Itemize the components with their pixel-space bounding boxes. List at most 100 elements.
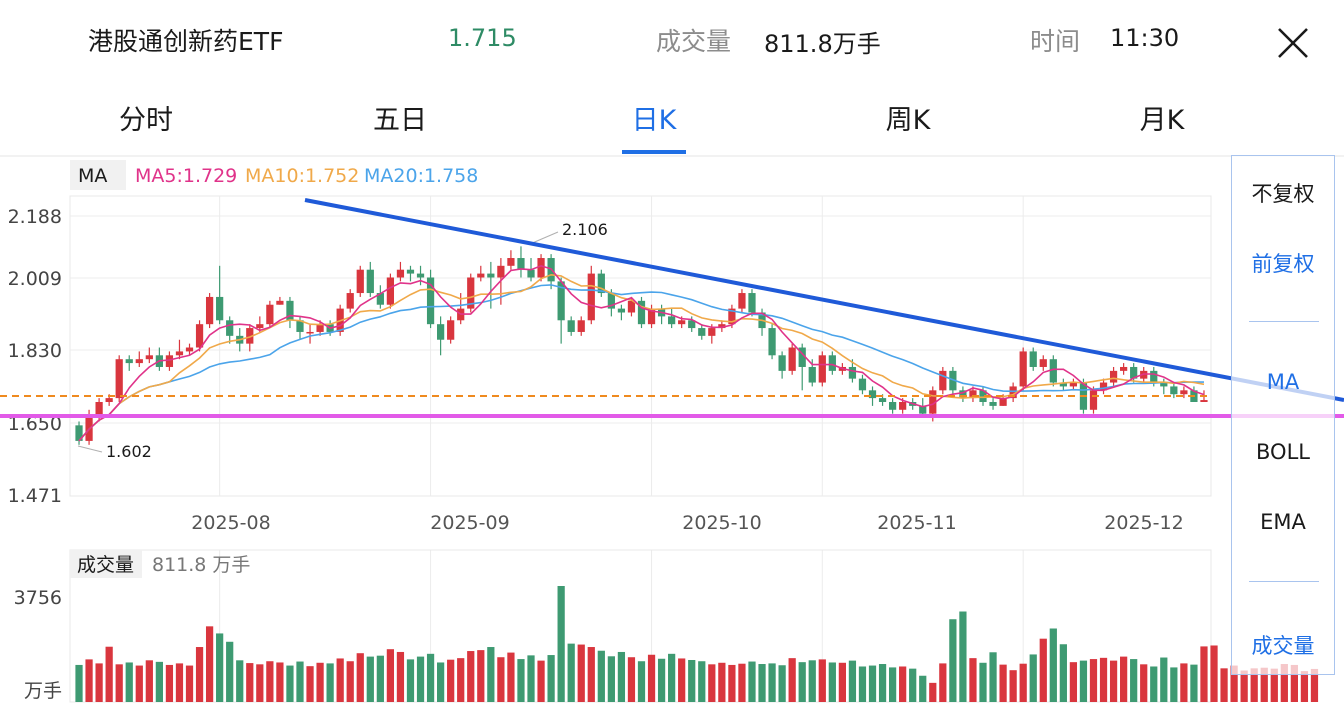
volume-bar bbox=[306, 666, 314, 702]
candle-body bbox=[1109, 370, 1118, 383]
sidebar-item-volume[interactable]: 成交量 bbox=[1251, 634, 1315, 658]
volume-bar bbox=[145, 660, 153, 702]
volume-bar bbox=[1089, 659, 1098, 702]
y-tick-label: 1.471 bbox=[8, 485, 62, 507]
candle-body bbox=[668, 316, 676, 325]
volume-bar bbox=[607, 656, 615, 702]
indicator-sidebar: 不复权 前复权 MA BOLL EMA 成交量 bbox=[1231, 155, 1335, 675]
volume-bar bbox=[798, 662, 806, 702]
volume-bar bbox=[155, 661, 163, 702]
ma-badge[interactable]: MA bbox=[78, 165, 107, 187]
volume-bar bbox=[246, 663, 254, 702]
volume-bar bbox=[888, 667, 897, 702]
volume-bar bbox=[1019, 663, 1027, 702]
candle-body bbox=[276, 300, 284, 305]
volume-bar bbox=[346, 661, 354, 702]
volume-bar bbox=[1009, 670, 1017, 702]
candle-body bbox=[1180, 390, 1188, 395]
volume-bar bbox=[668, 653, 676, 702]
candle-body bbox=[216, 296, 224, 321]
resistance-trendline[interactable] bbox=[304, 198, 1344, 402]
candle-body bbox=[125, 359, 133, 364]
ma-badge-bg bbox=[70, 160, 126, 190]
sidebar-item-no-adjust[interactable]: 不复权 bbox=[1251, 182, 1315, 206]
x-tick-label: 2025-11 bbox=[877, 512, 956, 534]
candle-body bbox=[698, 328, 706, 336]
volume-bar bbox=[316, 662, 324, 702]
tab-intraday[interactable]: 分时 bbox=[119, 105, 173, 136]
volume-bar bbox=[999, 664, 1007, 702]
volume-bar bbox=[1220, 668, 1228, 702]
volume-bar bbox=[547, 655, 555, 702]
kline-chart[interactable]: MA MA5:1.729 MA10:1.752 MA20:1.758 2.188… bbox=[0, 154, 1344, 714]
tab-daily-k[interactable]: 日K bbox=[631, 105, 677, 136]
candle-body bbox=[416, 273, 425, 278]
volume-bar bbox=[286, 665, 294, 702]
time-value: 11:30 bbox=[1110, 24, 1180, 52]
candle-body bbox=[1170, 386, 1178, 395]
candle-body bbox=[1059, 382, 1067, 387]
candle-body bbox=[1089, 390, 1098, 410]
volume-bar bbox=[205, 626, 214, 702]
sidebar-item-boll[interactable]: BOLL bbox=[1256, 440, 1310, 464]
candle-body bbox=[1039, 359, 1047, 367]
chart-frame bbox=[69, 195, 1212, 497]
volume-bar bbox=[497, 657, 505, 702]
candle-body bbox=[527, 269, 535, 278]
volume-max-label: 3756 bbox=[14, 587, 62, 609]
candle-body bbox=[1130, 366, 1138, 379]
volume-bar bbox=[416, 656, 425, 702]
volume-bar bbox=[979, 662, 987, 702]
tab-weekly-k[interactable]: 周K bbox=[885, 105, 931, 136]
tab-five-day[interactable]: 五日 bbox=[373, 105, 427, 136]
volume-bar bbox=[125, 662, 133, 702]
sidebar-item-forward-adjust[interactable]: 前复权 bbox=[1251, 252, 1315, 276]
candle-body bbox=[507, 258, 515, 266]
volume-bar bbox=[617, 651, 626, 702]
candle-body bbox=[1160, 382, 1168, 387]
candle-body bbox=[969, 390, 977, 399]
header-bar: 港股通创新药ETF 1.715 成交量 811.8万手 时间 11:30 bbox=[0, 0, 1344, 84]
volume-bar bbox=[75, 664, 83, 702]
candle-body bbox=[376, 293, 384, 305]
low-price-label: 1.602 bbox=[106, 442, 152, 461]
candle-body bbox=[567, 320, 575, 332]
volume-bar bbox=[226, 641, 234, 702]
volume-bar bbox=[195, 647, 204, 702]
close-button[interactable] bbox=[1272, 22, 1314, 64]
candle-body bbox=[316, 324, 324, 332]
volume-bar bbox=[1300, 671, 1309, 702]
volume-bar bbox=[1170, 667, 1178, 702]
volume-bar bbox=[386, 649, 395, 702]
sidebar-item-ema[interactable]: EMA bbox=[1260, 510, 1306, 534]
volume-bar bbox=[818, 659, 826, 702]
tab-monthly-k[interactable]: 月K bbox=[1139, 105, 1185, 136]
candle-body bbox=[647, 308, 656, 325]
volume-badge[interactable]: 成交量 bbox=[77, 554, 134, 576]
volume-bar bbox=[858, 666, 867, 702]
chart-grid bbox=[0, 155, 1344, 703]
volume-bar bbox=[899, 666, 907, 702]
volume-bar bbox=[1210, 645, 1218, 702]
volume-bar bbox=[276, 662, 284, 702]
candle-body bbox=[627, 300, 636, 313]
volume-value: 811.8万手 bbox=[764, 30, 881, 58]
volume-bar bbox=[828, 662, 836, 702]
volume-bar bbox=[1120, 656, 1128, 702]
volume-bar bbox=[738, 663, 746, 702]
candle-body bbox=[828, 355, 836, 371]
x-tick-label: 2025-09 bbox=[430, 512, 509, 534]
candle-body bbox=[708, 328, 716, 336]
candle-body bbox=[939, 370, 947, 391]
sidebar-item-ma[interactable]: MA bbox=[1266, 370, 1300, 394]
ma20-legend: MA20:1.758 bbox=[364, 165, 478, 187]
volume-bar bbox=[165, 664, 174, 702]
volume-bar bbox=[657, 658, 666, 702]
candle-body bbox=[979, 390, 987, 402]
volume-bar bbox=[1059, 644, 1067, 702]
candle-body bbox=[748, 293, 756, 313]
volume-bar bbox=[396, 651, 405, 702]
volume-bar bbox=[768, 663, 776, 702]
ma5-legend: MA5:1.729 bbox=[135, 165, 237, 187]
volume-bar bbox=[406, 659, 415, 702]
